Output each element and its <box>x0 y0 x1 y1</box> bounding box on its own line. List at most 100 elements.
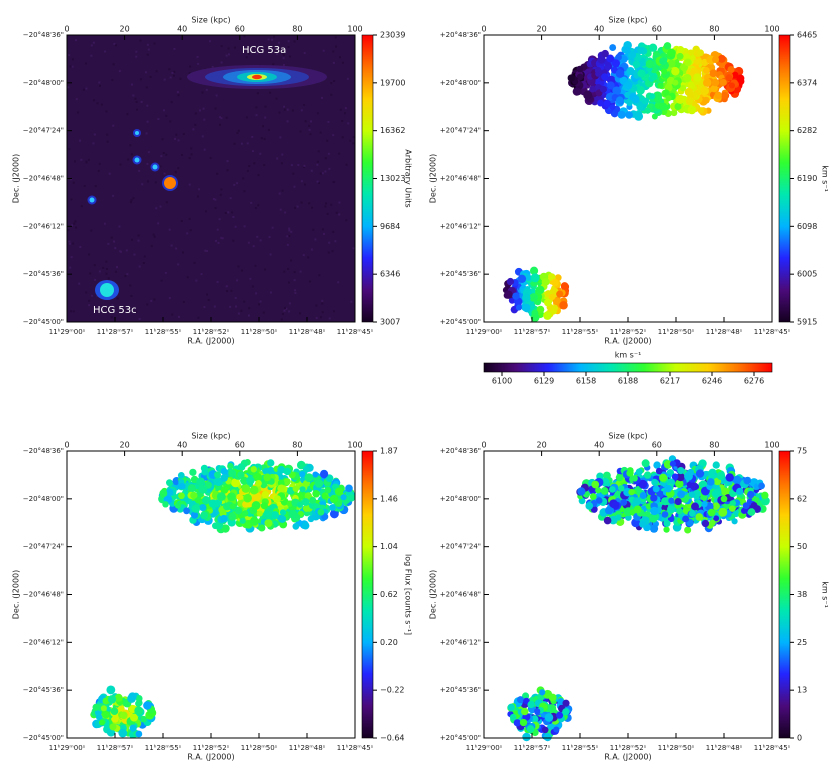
noise <box>288 55 291 58</box>
pixel <box>551 278 559 287</box>
pixel <box>761 491 769 500</box>
left-axis-label: Dec. (J2000) <box>12 570 21 620</box>
noise <box>190 153 193 156</box>
noise <box>129 144 132 147</box>
noise <box>296 205 299 208</box>
noise <box>165 153 168 156</box>
pixel <box>270 511 279 520</box>
colorbar-tick-label: 0 <box>797 734 802 743</box>
noise <box>182 251 185 254</box>
noise <box>256 52 259 55</box>
noise <box>276 157 279 160</box>
noise <box>273 35 276 38</box>
noise <box>293 185 296 188</box>
noise <box>119 163 122 166</box>
noise <box>308 124 311 127</box>
pixel <box>228 512 237 521</box>
pixel <box>684 526 692 534</box>
noise <box>98 84 101 87</box>
pixel <box>541 278 550 286</box>
pixel <box>689 54 696 61</box>
pixel <box>118 728 128 738</box>
noise <box>149 75 152 78</box>
noise <box>259 152 262 155</box>
noise <box>264 268 267 271</box>
noise <box>323 232 326 235</box>
noise <box>310 206 313 209</box>
bottom-tick-label: 11ʰ28ᵐ48ˢ <box>289 744 326 752</box>
pixel <box>234 506 243 515</box>
noise <box>281 313 284 316</box>
noise <box>328 317 331 320</box>
noise <box>173 47 176 50</box>
noise <box>90 44 93 47</box>
pixel <box>107 695 117 704</box>
noise <box>105 268 108 271</box>
pixel <box>661 68 668 75</box>
noise <box>190 147 193 150</box>
left-tick-label: +20°45'36" <box>440 686 481 694</box>
pixel <box>674 498 682 506</box>
noise <box>293 271 296 274</box>
pixel <box>560 282 569 290</box>
pixel <box>677 95 686 104</box>
noise <box>146 162 149 165</box>
noise <box>269 91 272 94</box>
pixel <box>178 492 185 500</box>
noise <box>220 188 223 191</box>
colorbar-tick-label: 6217 <box>660 377 680 386</box>
top-tick-label: 0 <box>481 25 486 34</box>
bottom-tick-label: 11ʰ28ᵐ57ˢ <box>97 744 134 752</box>
noise <box>287 45 290 48</box>
noise <box>68 242 71 245</box>
noise <box>276 47 279 50</box>
pixel <box>709 69 718 78</box>
pixel <box>522 293 531 303</box>
colorbar-label: log Flux [counts s⁻¹] <box>404 554 413 635</box>
noise <box>242 177 245 180</box>
pixel <box>695 513 704 521</box>
left-tick-label: −20°48'36" <box>23 31 64 39</box>
noise <box>212 198 215 201</box>
bottom-tick-label: 11ʰ28ᵐ45ˢ <box>754 328 791 336</box>
pixel <box>664 484 672 493</box>
pixel <box>516 696 525 704</box>
noise <box>236 182 239 185</box>
noise <box>114 270 117 273</box>
noise <box>135 100 138 103</box>
top-tick-label: 60 <box>652 441 662 450</box>
pixel <box>682 515 690 523</box>
noise <box>260 137 263 140</box>
noise <box>316 163 319 166</box>
noise <box>290 230 293 233</box>
pixel <box>159 489 168 498</box>
pixel <box>615 69 625 78</box>
bottom-tick-label: 11ʰ28ᵐ45ˢ <box>754 744 791 752</box>
noise <box>279 136 282 139</box>
noise <box>327 152 330 155</box>
noise <box>319 172 322 175</box>
pixel <box>615 96 624 105</box>
noise <box>310 248 313 251</box>
noise <box>328 241 331 244</box>
noise <box>152 233 155 236</box>
pixel <box>102 710 110 719</box>
noise <box>164 271 167 274</box>
noise <box>157 222 160 225</box>
noise <box>251 135 254 138</box>
pixel <box>659 473 668 482</box>
noise <box>321 311 324 314</box>
bottom-tick-label: 11ʰ28ᵐ55ˢ <box>145 744 182 752</box>
noise <box>224 212 227 215</box>
pixel <box>631 475 638 482</box>
noise <box>315 316 318 319</box>
noise <box>324 157 327 160</box>
colorbar <box>483 362 773 373</box>
pixel <box>650 506 659 516</box>
colorbar-tick-label: −0.22 <box>380 686 405 695</box>
noise <box>333 79 336 82</box>
noise <box>216 228 219 231</box>
bottom-tick-label: 11ʰ28ᵐ52ˢ <box>193 328 230 336</box>
pixel <box>604 506 614 515</box>
pixel <box>729 500 736 507</box>
